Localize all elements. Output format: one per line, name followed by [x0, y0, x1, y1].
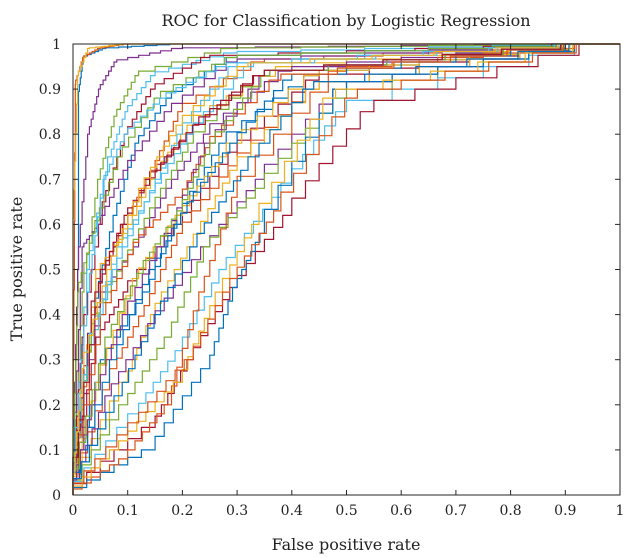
roc-curve [72, 43, 620, 495]
x-tick-label: 0 [69, 503, 78, 519]
y-tick-label: 0 [52, 488, 61, 504]
roc-curve [72, 43, 620, 495]
roc-curve [72, 43, 620, 495]
y-axis-label: True positive rate [7, 197, 26, 342]
roc-curve [72, 43, 620, 495]
roc-curve [72, 43, 620, 495]
y-tick-label: 0.2 [39, 398, 61, 414]
x-axis-label: False positive rate [272, 535, 421, 554]
roc-curve [72, 43, 620, 495]
x-tick-label: 0.6 [390, 503, 412, 519]
y-tick-label: 0.6 [39, 217, 61, 233]
x-tick-label: 0.3 [226, 503, 248, 519]
y-tick-label: 0.3 [39, 353, 61, 369]
x-tick-label: 0.8 [499, 503, 521, 519]
roc-curve [72, 43, 620, 495]
y-tick-label: 1 [52, 37, 61, 53]
y-tick-label: 0.1 [39, 443, 61, 459]
x-tick-label: 0.5 [335, 503, 357, 519]
y-tick-label: 0.9 [39, 82, 61, 98]
axis-ticks: 0 0.1 0.2 0.3 0.4 0.5 0.6 0.7 0.8 0.9 1 0 0.1 0.2 0.3 0… [39, 37, 625, 519]
roc-curve [72, 43, 620, 495]
y-tick-label: 0.5 [39, 263, 61, 279]
x-tick-label: 0.1 [117, 503, 139, 519]
roc-curve [72, 43, 620, 495]
x-tick-label: 0.9 [554, 503, 576, 519]
chart-title: ROC for Classification by Logistic Regre… [161, 11, 530, 30]
x-tick-label: 0.4 [281, 503, 303, 519]
x-tick-label: 0.2 [171, 503, 193, 519]
y-tick-label: 0.7 [39, 172, 61, 188]
y-tick-label: 0.8 [39, 127, 61, 143]
y-tick-label: 0.4 [39, 308, 61, 324]
roc-curve [72, 43, 620, 495]
roc-curves [72, 43, 620, 495]
x-tick-label: 1 [616, 503, 625, 519]
roc-curve [72, 43, 620, 495]
x-tick-label: 0.7 [445, 503, 467, 519]
